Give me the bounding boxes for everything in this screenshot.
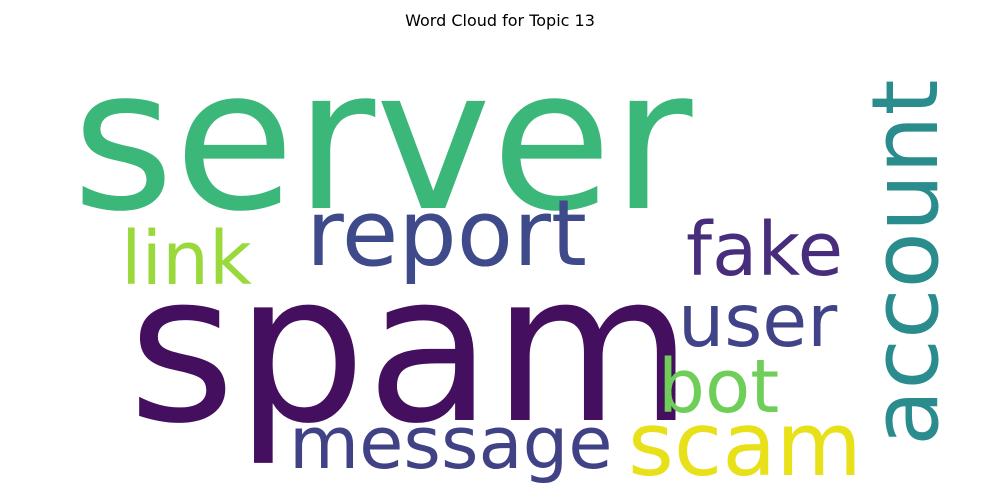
word-user: user [678, 279, 838, 364]
word-bot: bot [658, 344, 779, 430]
chart-title: Word Cloud for Topic 13 [405, 11, 595, 30]
word-report: report [306, 180, 587, 287]
word-scam: scam [628, 393, 862, 496]
word-account: account [852, 79, 959, 446]
word-link: link [121, 216, 252, 302]
word-fake: fake [686, 207, 843, 293]
word-server: server [72, 27, 693, 255]
word-message: message [289, 401, 613, 485]
word-spam: spam [128, 229, 693, 469]
